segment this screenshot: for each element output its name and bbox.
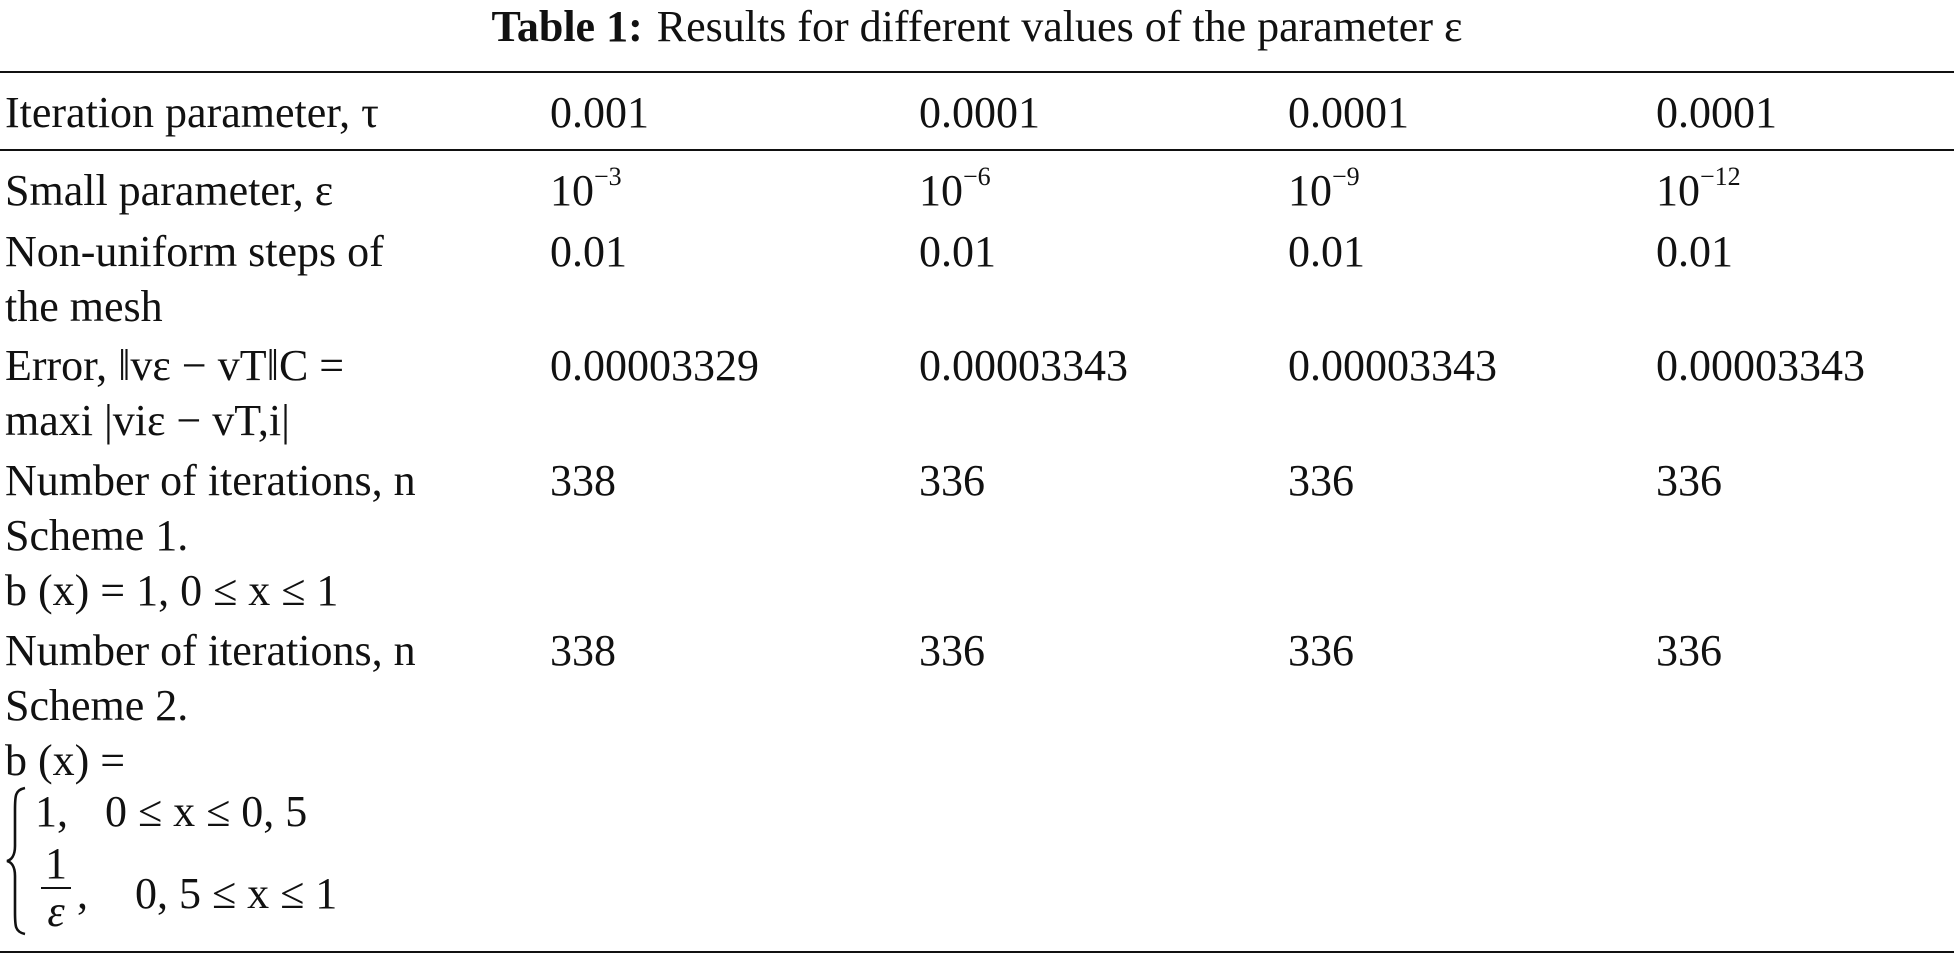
error-value-1: 0.00003329 [550, 341, 759, 390]
fraction-numerator: 1 [45, 839, 67, 888]
scheme2-value-3: 336 [1288, 626, 1354, 675]
piecewise-definition: 1, 0 ≤ x ≤ 0, 5 1 ε , 0, 5 ≤ x ≤ 1 [5, 784, 505, 936]
fraction-denominator: ε [47, 887, 65, 936]
fraction-bar [41, 887, 71, 889]
case2-condition: 0, 5 ≤ x ≤ 1 [135, 869, 338, 918]
caption-text: Results for different values of the para… [656, 2, 1463, 51]
header-label: Iteration parameter, τ [5, 88, 379, 137]
caption-label: Table 1: [491, 2, 643, 51]
left-brace-icon [6, 786, 26, 936]
row-label-error: Error, ‖vε − vT‖C = maxi |viε − vT,i| [5, 338, 545, 448]
mesh-value-1: 0.01 [550, 227, 627, 276]
header-rule [0, 149, 1954, 151]
header-value-1: 0.001 [550, 88, 649, 137]
case1-value: 1, [35, 787, 68, 836]
scheme1-value-3: 336 [1288, 456, 1354, 505]
case2-comma: , [77, 869, 88, 918]
mesh-value-3: 0.01 [1288, 227, 1365, 276]
table-caption: Table 1: Results for different values of … [0, 0, 1954, 54]
scheme2-value-1: 338 [550, 626, 616, 675]
scheme1-value-4: 336 [1656, 456, 1722, 505]
error-formula-line1: Error, ‖vε − vT‖C = [5, 341, 345, 390]
header-value-2: 0.0001 [919, 88, 1040, 137]
bottom-rule [0, 951, 1954, 953]
error-value-2: 0.00003343 [919, 341, 1128, 390]
row-label-mesh: Non-uniform steps of the mesh [5, 227, 384, 331]
error-formula-line2: maxi |viε − vT,i| [5, 396, 290, 445]
small-param-value-2: 10−6 [919, 162, 991, 216]
mesh-value-2: 0.01 [919, 227, 996, 276]
header-value-4: 0.0001 [1656, 88, 1777, 137]
scheme1-value-2: 336 [919, 456, 985, 505]
fraction: 1 ε [39, 841, 73, 935]
header-value-3: 0.0001 [1288, 88, 1409, 137]
error-value-4: 0.00003343 [1656, 341, 1865, 390]
scheme1-value-1: 338 [550, 456, 616, 505]
row-label-small-parameter: Small parameter, ε [5, 166, 334, 215]
scheme2-value-2: 336 [919, 626, 985, 675]
small-param-value-1: 10−3 [550, 162, 622, 216]
scheme2-value-4: 336 [1656, 626, 1722, 675]
small-param-value-4: 10−12 [1656, 162, 1741, 216]
small-param-value-3: 10−9 [1288, 162, 1360, 216]
error-value-3: 0.00003343 [1288, 341, 1497, 390]
mesh-value-4: 0.01 [1656, 227, 1733, 276]
table-row: Number of iterations, n Scheme 2. b (x) … [0, 623, 1954, 951]
top-rule [0, 71, 1954, 73]
case1-condition: 0 ≤ x ≤ 0, 5 [105, 787, 308, 836]
row-label-scheme-2: Number of iterations, n Scheme 2. b (x) … [5, 626, 416, 785]
row-label-scheme-1: Number of iterations, n Scheme 1. b (x) … [5, 456, 416, 615]
